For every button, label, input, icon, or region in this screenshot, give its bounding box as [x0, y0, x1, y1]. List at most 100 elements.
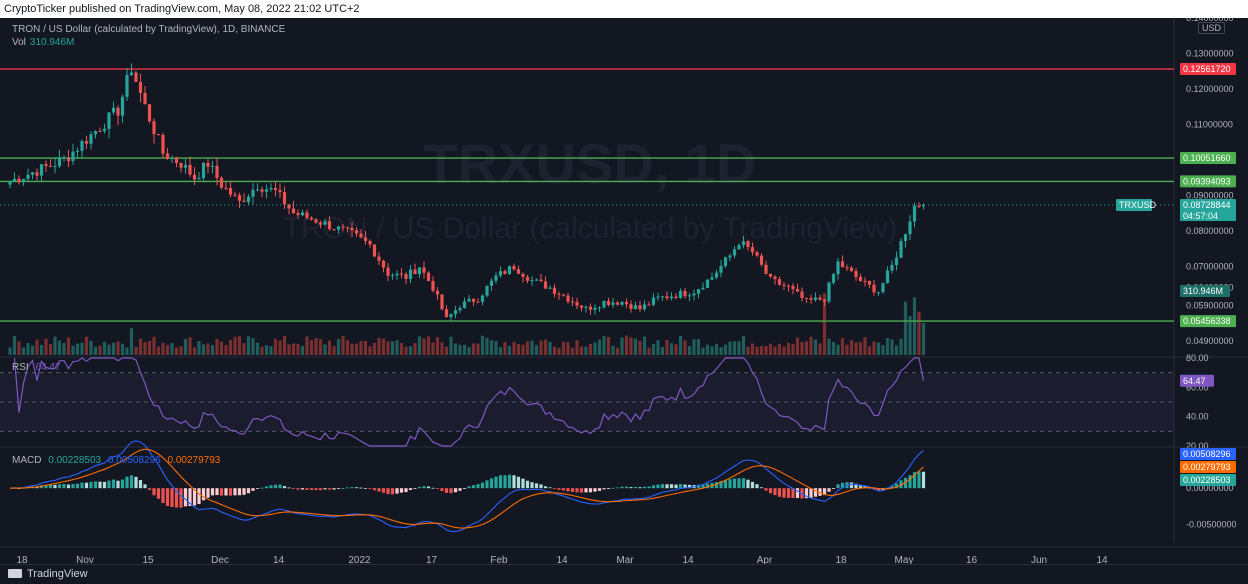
macd-histogram-bar — [251, 488, 255, 491]
candle-body — [665, 296, 669, 299]
volume-bar — [17, 341, 21, 355]
macd-histogram-bar — [917, 471, 921, 489]
volume-bar — [885, 338, 890, 355]
macd-histogram-bar — [782, 488, 786, 498]
volume-bar — [255, 342, 260, 355]
macd-histogram-bar — [512, 475, 516, 489]
macd-legend[interactable]: MACD 0.00228503 0.00508296 0.00279793 — [12, 455, 220, 466]
currency-button[interactable]: USD — [1198, 22, 1226, 34]
candle-body — [75, 150, 80, 152]
candle-body — [161, 134, 165, 154]
candle-body — [134, 72, 138, 82]
candle-body — [156, 134, 161, 136]
macd-signal-value: 0.00279793 — [167, 455, 221, 466]
candle-body — [647, 304, 651, 306]
candle-body — [458, 308, 462, 311]
candle-body — [606, 300, 611, 305]
macd-histogram-bar — [147, 488, 152, 490]
volume-bar — [260, 346, 264, 355]
macd-histogram-bar — [413, 488, 417, 489]
candle-body — [440, 294, 444, 310]
candle-body — [305, 212, 309, 218]
volume-bar — [107, 344, 111, 355]
macd-histogram-bar — [494, 476, 498, 489]
candle-body — [336, 226, 341, 230]
macd-histogram-bar — [201, 488, 206, 501]
macd-histogram-bar — [809, 488, 813, 498]
macd-histogram-bar — [125, 476, 129, 489]
volume-bar — [390, 341, 395, 355]
candle-body — [602, 300, 606, 308]
trading-chart[interactable]: TRXUSD, 1D TRON / US Dollar (calculated b… — [0, 18, 1248, 564]
volume-bar — [363, 340, 368, 355]
macd-histogram-bar — [395, 488, 399, 494]
volume-bar — [138, 338, 143, 355]
volume-bar — [683, 340, 687, 355]
candle-body — [449, 314, 453, 317]
candle-body — [615, 302, 620, 305]
macd-histogram-bar — [314, 488, 318, 491]
price-tick-label: 0.13000000 — [1186, 48, 1234, 58]
symbol-legend[interactable]: TRON / US Dollar (calculated by TradingV… — [12, 24, 285, 35]
candle-body — [876, 292, 881, 294]
volume-bar — [669, 343, 674, 355]
level-price-label: 0.12561720 — [1183, 64, 1231, 74]
candle-body — [426, 272, 431, 281]
price-tick-label: 0.11000000 — [1186, 119, 1233, 129]
candle-body — [332, 229, 336, 231]
macd-histogram-bar — [372, 488, 377, 491]
candle-body — [818, 297, 822, 300]
candle-body — [102, 128, 107, 132]
macd-histogram-bar — [476, 484, 480, 489]
volume-bar — [678, 336, 683, 355]
volume-bar — [836, 344, 840, 355]
macd-histogram-bar — [777, 488, 782, 497]
candle-body — [89, 134, 93, 144]
price-tick-label: 0.05900000 — [1186, 300, 1234, 310]
candle-body — [404, 274, 408, 279]
macd-histogram-bar — [377, 488, 381, 492]
time-tick-label: 14 — [1096, 555, 1108, 564]
volume-bar — [849, 340, 854, 355]
volume-bar — [75, 343, 80, 355]
candle-body — [570, 301, 575, 303]
candle-body — [80, 141, 84, 151]
volume-bar — [489, 340, 494, 355]
macd-histogram-bar — [543, 486, 548, 489]
candle-body — [467, 298, 471, 302]
macd-histogram-bar — [462, 488, 467, 489]
candle-body — [296, 213, 300, 216]
volume-bar — [264, 345, 269, 355]
volume-bar — [282, 335, 287, 355]
macd-histogram-bar — [309, 488, 314, 490]
volume-legend[interactable]: Vol 310.946M — [12, 37, 74, 48]
macd-histogram-bar — [458, 488, 462, 491]
volume-bar — [516, 343, 521, 355]
rsi-tick-label: 80.00 — [1186, 353, 1209, 363]
macd-histogram-bar — [71, 483, 75, 489]
volume-bar — [908, 315, 912, 355]
volume-bar — [98, 345, 102, 355]
candle-body — [147, 104, 152, 122]
rsi-legend[interactable]: RSI 64.47 — [12, 362, 60, 373]
candle-body — [255, 189, 260, 191]
candle-body — [57, 158, 62, 167]
macd-histogram-bar — [206, 488, 210, 498]
macd-histogram-bar — [300, 488, 305, 490]
volume-bar — [377, 337, 381, 355]
candle-body — [692, 293, 696, 296]
candle-body — [179, 162, 183, 168]
candle-body — [593, 307, 597, 310]
volume-bar — [692, 339, 696, 355]
macd-histogram-bar — [305, 488, 309, 490]
volume-bar — [53, 336, 57, 355]
volume-bar — [233, 336, 237, 355]
macd-histogram-bar — [755, 484, 759, 489]
candle-body — [282, 192, 287, 205]
macd-histogram-bar — [813, 488, 818, 497]
volume-bar — [845, 344, 849, 355]
macd-histogram-bar — [728, 479, 732, 489]
level-price-badge — [1180, 175, 1236, 188]
candle-body — [53, 166, 57, 168]
macd-histogram-bar — [89, 481, 93, 489]
